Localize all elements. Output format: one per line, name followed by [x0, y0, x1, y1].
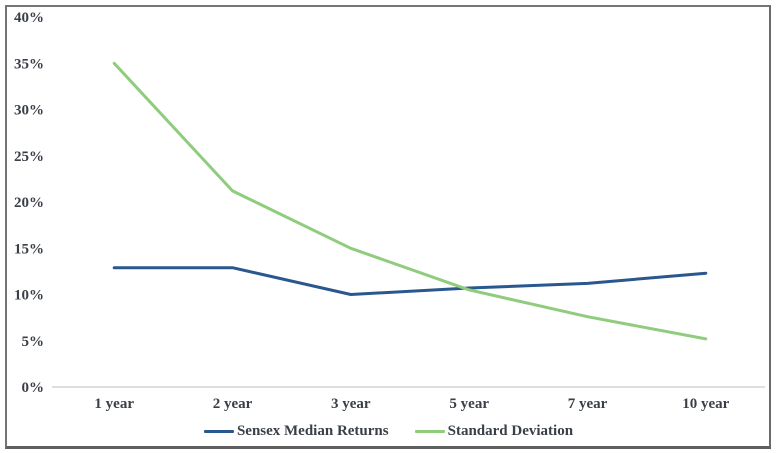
chart-outer-frame	[5, 5, 771, 449]
y-axis-tick-label: 10%	[14, 288, 44, 304]
legend-item-sensex-median-returns: Sensex Median Returns	[203, 422, 389, 440]
x-axis-tick-label: 7 year	[568, 396, 608, 412]
y-axis-tick-label: 30%	[14, 103, 44, 119]
x-axis-tick-label: 10 year	[682, 396, 729, 412]
y-axis-tick-label: 40%	[14, 10, 44, 26]
x-axis-tick-label: 3 year	[331, 396, 371, 412]
x-axis-tick-label: 5 year	[449, 396, 489, 412]
y-axis-tick-label: 35%	[14, 56, 44, 72]
y-axis-tick-label: 0%	[22, 380, 45, 396]
series-line-standard-deviation	[112, 61, 708, 341]
line-chart-plot: 0% 5% 10% 15% 20% 25% 30% 35% 40% 1 year 2 year 3 y…	[14, 10, 765, 412]
x-axis-tick-label: 2 year	[213, 396, 253, 412]
legend-swatch-standard-deviation	[414, 429, 445, 433]
y-axis-tick-label: 20%	[14, 195, 44, 211]
y-axis-tick-label: 15%	[14, 241, 44, 257]
y-axis-tick-label: 25%	[14, 149, 44, 165]
x-axis-tick-label: 1 year	[94, 396, 134, 412]
legend-label-standard-deviation: Standard Deviation	[447, 422, 574, 439]
y-axis-tick-label: 5%	[22, 334, 45, 350]
chart-legend: Sensex Median Returns Standard Deviation	[0, 421, 777, 441]
legend-label-sensex-median-returns: Sensex Median Returns	[236, 422, 389, 439]
series-line-sensex-median-returns	[112, 266, 708, 296]
legend-item-standard-deviation: Standard Deviation	[414, 422, 574, 440]
legend-swatch-sensex-median-returns	[203, 429, 234, 433]
